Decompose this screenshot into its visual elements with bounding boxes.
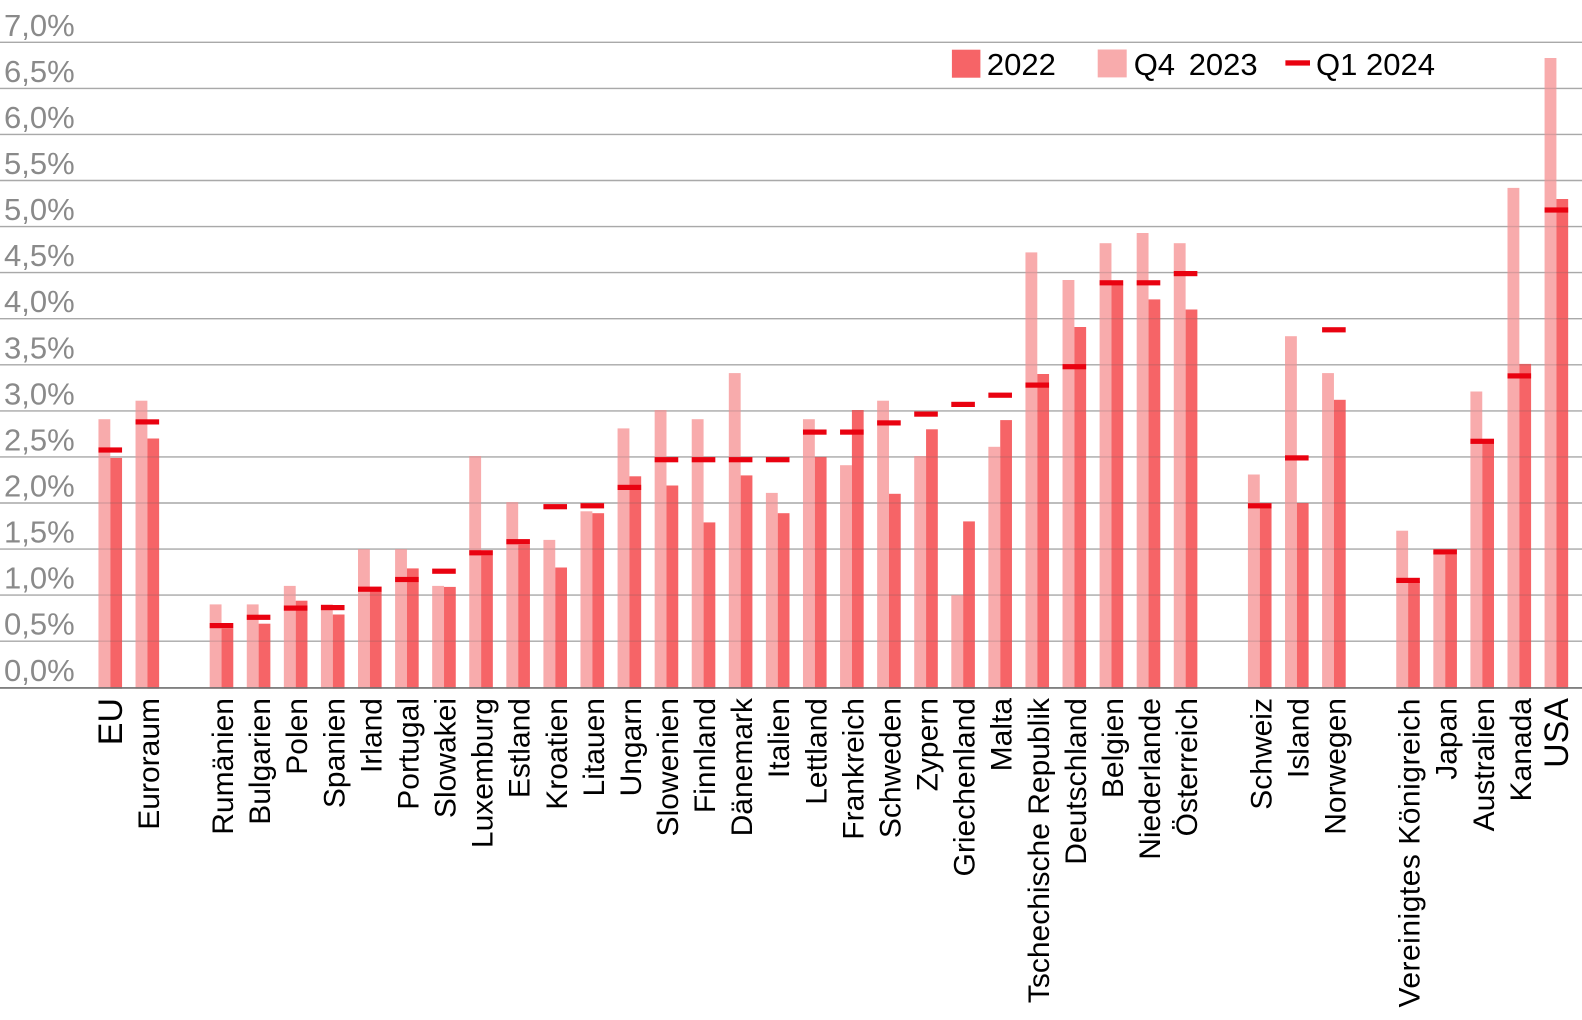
svg-text:Malta: Malta bbox=[986, 698, 1019, 772]
svg-text:Spanien: Spanien bbox=[318, 698, 351, 808]
svg-text:Schweiz: Schweiz bbox=[1245, 698, 1278, 810]
svg-text:Slowakei: Slowakei bbox=[430, 698, 463, 818]
svg-text:Portugal: Portugal bbox=[392, 698, 425, 810]
svg-text:Lettland: Lettland bbox=[800, 698, 833, 805]
svg-text:EU: EU bbox=[92, 698, 130, 745]
svg-text:Irland: Irland bbox=[355, 698, 388, 773]
svg-text:Zypern: Zypern bbox=[912, 698, 945, 791]
svg-text:Slowenien: Slowenien bbox=[652, 698, 685, 836]
svg-text:Norwegen: Norwegen bbox=[1319, 698, 1352, 835]
svg-text:Deutschland: Deutschland bbox=[1060, 698, 1093, 865]
svg-text:Japan: Japan bbox=[1431, 698, 1464, 780]
svg-text:Island: Island bbox=[1282, 698, 1315, 778]
svg-text:6,0%: 6,0% bbox=[4, 100, 75, 135]
svg-text:7,0%: 7,0% bbox=[4, 8, 75, 43]
svg-text:4,0%: 4,0% bbox=[4, 284, 75, 319]
svg-text:4,5%: 4,5% bbox=[4, 238, 75, 273]
svg-text:Q1 2024: Q1 2024 bbox=[1316, 47, 1435, 82]
svg-text:2023: 2023 bbox=[1189, 47, 1258, 82]
svg-text:2,0%: 2,0% bbox=[4, 469, 75, 504]
svg-text:Litauen: Litauen bbox=[578, 698, 611, 796]
svg-text:Niederlande: Niederlande bbox=[1134, 698, 1167, 860]
svg-text:2,5%: 2,5% bbox=[4, 422, 75, 457]
svg-text:Finnland: Finnland bbox=[689, 698, 722, 813]
svg-text:Österreich: Österreich bbox=[1171, 698, 1204, 836]
svg-text:Belgien: Belgien bbox=[1097, 698, 1130, 798]
svg-text:Polen: Polen bbox=[281, 698, 314, 775]
svg-text:3,5%: 3,5% bbox=[4, 330, 75, 365]
svg-text:Schweden: Schweden bbox=[874, 698, 907, 838]
svg-text:Bulgarien: Bulgarien bbox=[244, 698, 277, 825]
svg-text:USA: USA bbox=[1538, 698, 1576, 768]
svg-text:5,0%: 5,0% bbox=[4, 192, 75, 227]
svg-text:3,0%: 3,0% bbox=[4, 376, 75, 411]
svg-text:Kroatien: Kroatien bbox=[541, 698, 574, 810]
svg-text:0,5%: 0,5% bbox=[4, 607, 75, 642]
svg-text:Euroraum: Euroraum bbox=[133, 698, 166, 830]
svg-text:Griechenland: Griechenland bbox=[949, 698, 982, 876]
svg-text:Italien: Italien bbox=[763, 698, 796, 778]
svg-text:Australien: Australien bbox=[1468, 698, 1501, 831]
svg-text:Estland: Estland bbox=[504, 698, 537, 798]
svg-text:1,5%: 1,5% bbox=[4, 515, 75, 550]
svg-text:2022: 2022 bbox=[987, 47, 1056, 82]
svg-text:Q4: Q4 bbox=[1134, 47, 1175, 82]
svg-text:Frankreich: Frankreich bbox=[837, 698, 870, 840]
svg-text:Luxemburg: Luxemburg bbox=[467, 698, 500, 848]
svg-text:Tschechische Republik: Tschechische Republik bbox=[1023, 697, 1056, 1003]
svg-text:Ungarn: Ungarn bbox=[615, 698, 648, 796]
svg-text:1,0%: 1,0% bbox=[4, 561, 75, 596]
svg-text:0,0%: 0,0% bbox=[4, 653, 75, 688]
svg-text:Dänemark: Dänemark bbox=[726, 697, 759, 836]
svg-text:Vereinigtes Königreich: Vereinigtes Königreich bbox=[1394, 698, 1427, 1008]
svg-text:6,5%: 6,5% bbox=[4, 54, 75, 89]
svg-text:5,5%: 5,5% bbox=[4, 146, 75, 181]
svg-text:Kanada: Kanada bbox=[1505, 698, 1538, 802]
svg-text:Rumänien: Rumänien bbox=[207, 698, 240, 835]
